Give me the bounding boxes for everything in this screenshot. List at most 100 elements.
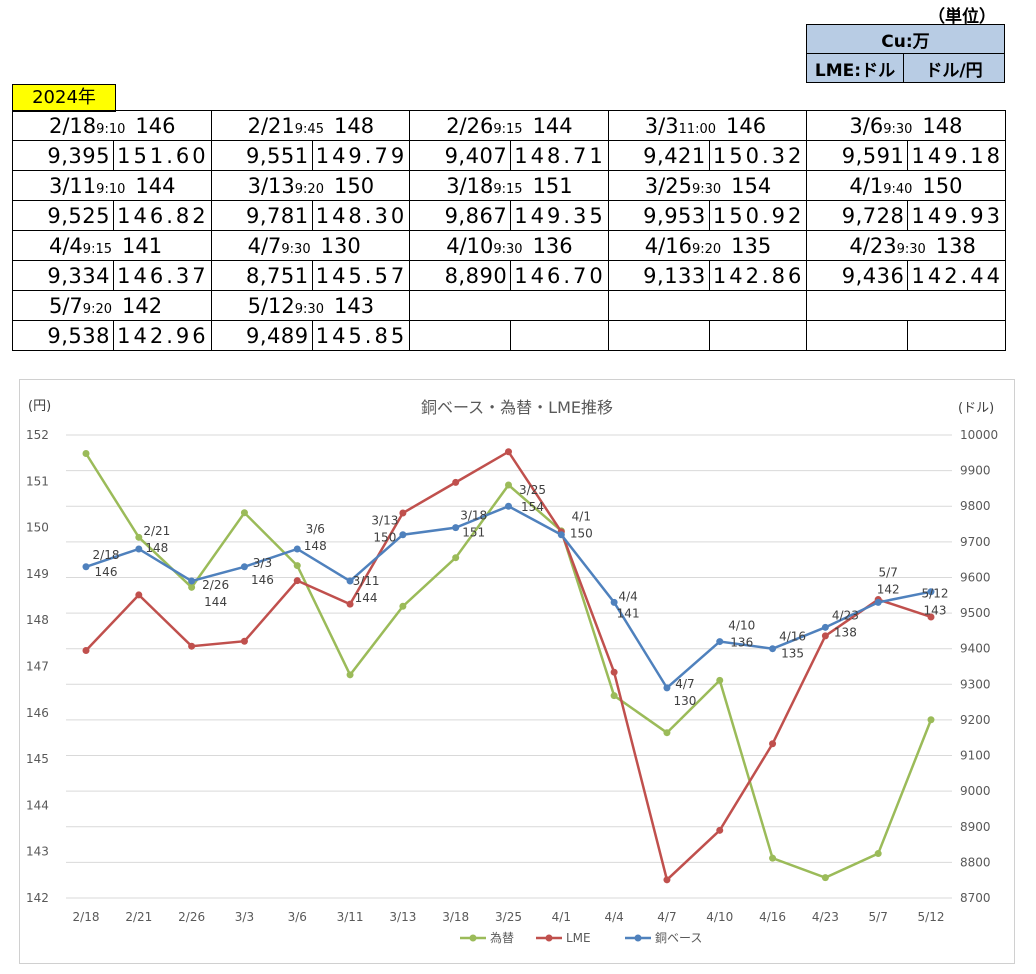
price-trend-chart: 8700 8800 8900 9000 9100 9200 9300 9400 9500 9600… <box>26 398 998 945</box>
right-tick-label: 9900 <box>960 464 991 478</box>
left-tick-label: 150 <box>26 521 49 535</box>
legend-marker <box>545 934 553 942</box>
x-tick-label: 2/18 <box>73 910 100 924</box>
x-tick-label: 2/26 <box>178 910 205 924</box>
entry-lme: 9,728 <box>806 200 909 231</box>
point-label-value: 150 <box>570 527 593 541</box>
point-label-date: 5/12 <box>922 587 949 601</box>
entry-header: 2/269:15 144 <box>409 110 609 141</box>
point-label-date: 2/26 <box>202 578 229 592</box>
entry-exchange-rate <box>510 320 609 351</box>
series-point <box>135 545 143 553</box>
entry-header: 4/239:30 138 <box>806 230 1006 261</box>
series-point <box>663 876 671 884</box>
right-tick-label: 9200 <box>960 713 991 727</box>
left-tick-label: 149 <box>26 567 49 581</box>
left-tick-label: 146 <box>26 706 49 720</box>
table-header-row: 5/79:20 142 5/129:30 143 <box>12 290 1006 321</box>
series-point <box>452 554 460 562</box>
left-tick-label: 144 <box>26 798 49 812</box>
table-header-row: 2/189:10 146 2/219:45 148 2/269:15 144 3/311:0… <box>12 110 1006 141</box>
right-tick-label: 10000 <box>960 428 998 442</box>
price-table: 2/189:10 146 2/219:45 148 2/269:15 144 3/311:0… <box>12 110 1006 351</box>
unit-box: Cu:万 LME:ドル ドル/円 <box>806 24 1005 83</box>
entry-time: 9:45 <box>294 121 324 137</box>
legend-marker <box>469 934 477 942</box>
x-tick-label: 3/11 <box>337 910 364 924</box>
entry-header: 3/139:20 150 <box>210 170 411 201</box>
series-point <box>821 623 829 631</box>
x-tick-label: 4/4 <box>604 910 623 924</box>
entry-time: 9:30 <box>896 241 926 257</box>
entry-header <box>806 290 1006 321</box>
entry-date: 3/6 <box>849 113 884 138</box>
series-point <box>663 729 671 737</box>
entry-exchange-rate: 151.60 <box>113 140 212 171</box>
entry-header <box>409 290 609 321</box>
entry-lme: 9,395 <box>12 140 114 171</box>
entry-lme <box>806 320 909 351</box>
series-point <box>663 684 671 692</box>
entry-date: 4/1 <box>849 173 884 198</box>
point-label-date: 2/18 <box>93 548 120 562</box>
unit-copper: Cu:万 <box>806 24 1005 54</box>
entry-exchange-rate: 150.32 <box>708 140 808 171</box>
series-point <box>716 638 724 646</box>
left-tick-label: 145 <box>26 752 49 766</box>
point-label-date: 3/18 <box>460 509 487 523</box>
series-point <box>505 481 512 489</box>
point-label-date: 4/4 <box>618 589 637 603</box>
x-tick-label: 4/7 <box>657 910 676 924</box>
point-label-date: 3/11 <box>353 574 380 588</box>
entry-lme: 8,890 <box>409 260 512 291</box>
left-tick-label: 143 <box>26 845 49 859</box>
entry-copper-base: 154 <box>731 173 772 198</box>
entry-date: 3/25 <box>644 173 692 198</box>
series-point <box>452 524 460 532</box>
entry-lme: 9,953 <box>607 200 710 231</box>
entry-lme: 9,867 <box>409 200 512 231</box>
table-value-row: 9,525 146.82 9,781 148.30 9,867 149.35 9,953 15… <box>12 200 1006 231</box>
point-label-date: 3/25 <box>519 483 546 497</box>
entry-date: 2/18 <box>49 113 97 138</box>
right-tick-label: 9100 <box>960 749 991 763</box>
series-line <box>84 452 933 879</box>
entry-time: 9:30 <box>294 301 324 317</box>
entry-lme: 9,436 <box>806 260 909 291</box>
x-tick-label: 2/21 <box>125 910 152 924</box>
entry-time: 9:15 <box>493 181 523 197</box>
entry-exchange-rate: 145.85 <box>311 320 411 351</box>
point-label-value: 141 <box>617 606 640 620</box>
entry-copper-base: 146 <box>726 113 767 138</box>
series-point <box>293 562 301 570</box>
entry-lme: 9,489 <box>210 320 313 351</box>
entry-exchange-rate: 142.96 <box>113 320 212 351</box>
point-label-value: 142 <box>877 582 900 596</box>
point-label-value: 146 <box>95 565 118 579</box>
table-value-row: 9,395 151.60 9,551 149.79 9,407 148.71 9,421 15… <box>12 140 1006 171</box>
legend-label: 為替 <box>490 931 514 945</box>
table-header-row: 3/119:10 144 3/139:20 150 3/189:15 151 3/259:3… <box>12 170 1006 201</box>
x-tick-label: 4/10 <box>706 910 733 924</box>
series-point <box>821 632 829 640</box>
point-label-date: 4/7 <box>675 677 694 691</box>
point-label-date: 3/3 <box>253 556 272 570</box>
entry-header: 3/189:15 151 <box>409 170 609 201</box>
series-point <box>135 591 143 599</box>
series-point <box>821 874 829 882</box>
entry-exchange-rate: 146.70 <box>510 260 609 291</box>
entry-exchange-rate <box>708 320 808 351</box>
entry-exchange-rate: 146.37 <box>113 260 212 291</box>
right-tick-label: 9000 <box>960 784 991 798</box>
left-tick-label: 148 <box>26 613 49 627</box>
entry-date: 4/7 <box>247 233 282 258</box>
entry-copper-base: 136 <box>532 233 573 258</box>
series-point <box>505 502 512 510</box>
entry-header: 2/219:45 148 <box>210 110 411 141</box>
legend-marker <box>634 934 642 942</box>
entry-copper-base: 143 <box>333 293 375 318</box>
entry-copper-base: 150 <box>922 173 963 198</box>
left-tick-label: 142 <box>26 891 49 905</box>
series-point <box>82 646 90 654</box>
series-point <box>610 598 618 606</box>
